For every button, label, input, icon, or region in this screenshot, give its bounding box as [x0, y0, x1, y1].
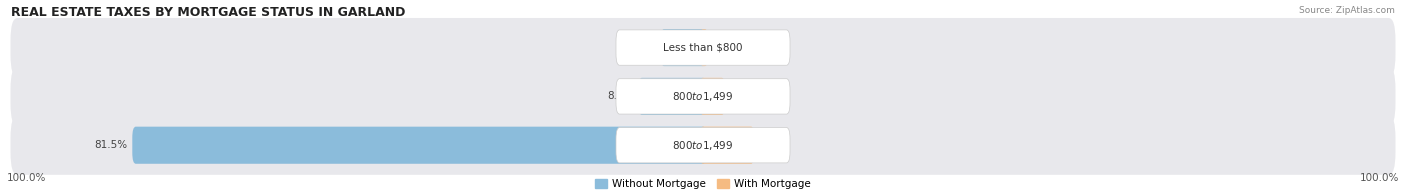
Text: Less than $800: Less than $800	[664, 43, 742, 53]
FancyBboxPatch shape	[616, 128, 790, 163]
Text: REAL ESTATE TAXES BY MORTGAGE STATUS IN GARLAND: REAL ESTATE TAXES BY MORTGAGE STATUS IN …	[11, 6, 405, 19]
FancyBboxPatch shape	[661, 29, 706, 66]
Text: $800 to $1,499: $800 to $1,499	[672, 139, 734, 152]
Text: 81.5%: 81.5%	[94, 140, 128, 150]
Text: 6.9%: 6.9%	[759, 140, 786, 150]
FancyBboxPatch shape	[700, 78, 725, 115]
Text: 0.27%: 0.27%	[713, 43, 747, 53]
FancyBboxPatch shape	[10, 67, 1396, 126]
Text: 8.8%: 8.8%	[607, 91, 633, 101]
Text: 100.0%: 100.0%	[1360, 173, 1399, 183]
FancyBboxPatch shape	[132, 127, 706, 164]
FancyBboxPatch shape	[10, 18, 1396, 77]
Text: 5.6%: 5.6%	[628, 43, 655, 53]
FancyBboxPatch shape	[10, 116, 1396, 175]
Text: $800 to $1,499: $800 to $1,499	[672, 90, 734, 103]
FancyBboxPatch shape	[638, 78, 706, 115]
FancyBboxPatch shape	[616, 79, 790, 114]
Text: 100.0%: 100.0%	[7, 173, 46, 183]
Legend: Without Mortgage, With Mortgage: Without Mortgage, With Mortgage	[591, 175, 815, 193]
FancyBboxPatch shape	[616, 30, 790, 65]
Text: 2.7%: 2.7%	[730, 91, 756, 101]
FancyBboxPatch shape	[700, 29, 709, 66]
FancyBboxPatch shape	[700, 127, 755, 164]
Text: Source: ZipAtlas.com: Source: ZipAtlas.com	[1299, 6, 1395, 15]
